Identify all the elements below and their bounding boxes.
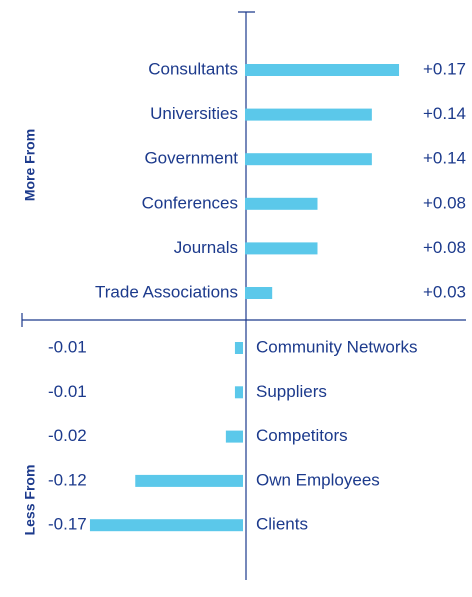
bar [245, 242, 318, 255]
bar [245, 197, 318, 210]
category-label: Competitors [256, 426, 348, 445]
bar [89, 519, 243, 532]
category-label: Journals [174, 238, 238, 257]
value-label: +0.08 [423, 193, 466, 212]
value-label: +0.17 [423, 59, 466, 78]
value-label: -0.02 [48, 426, 87, 445]
value-label: +0.14 [423, 104, 466, 123]
bar [234, 386, 243, 399]
bar [225, 430, 243, 443]
value-label: +0.03 [423, 282, 466, 301]
bar [245, 153, 372, 166]
bar [234, 342, 243, 354]
category-label: Consultants [148, 59, 238, 78]
value-label: -0.01 [48, 382, 87, 401]
category-label: Own Employees [256, 470, 380, 489]
bar [245, 108, 372, 121]
group-label: More From [22, 129, 38, 201]
group-label: Less From [22, 465, 38, 536]
category-label: Government [144, 149, 238, 168]
value-label: -0.17 [48, 515, 87, 534]
bar [135, 474, 243, 487]
category-label: Universities [150, 104, 238, 123]
category-label: Clients [256, 515, 308, 534]
value-label: -0.12 [48, 470, 87, 489]
value-label: -0.01 [48, 337, 87, 356]
category-label: Conferences [142, 193, 238, 212]
category-label: Community Networks [256, 337, 418, 356]
category-label: Trade Associations [95, 282, 238, 301]
value-label: +0.08 [423, 238, 466, 257]
bar [245, 64, 400, 76]
bar [245, 287, 273, 299]
category-label: Suppliers [256, 382, 327, 401]
value-label: +0.14 [423, 149, 466, 168]
